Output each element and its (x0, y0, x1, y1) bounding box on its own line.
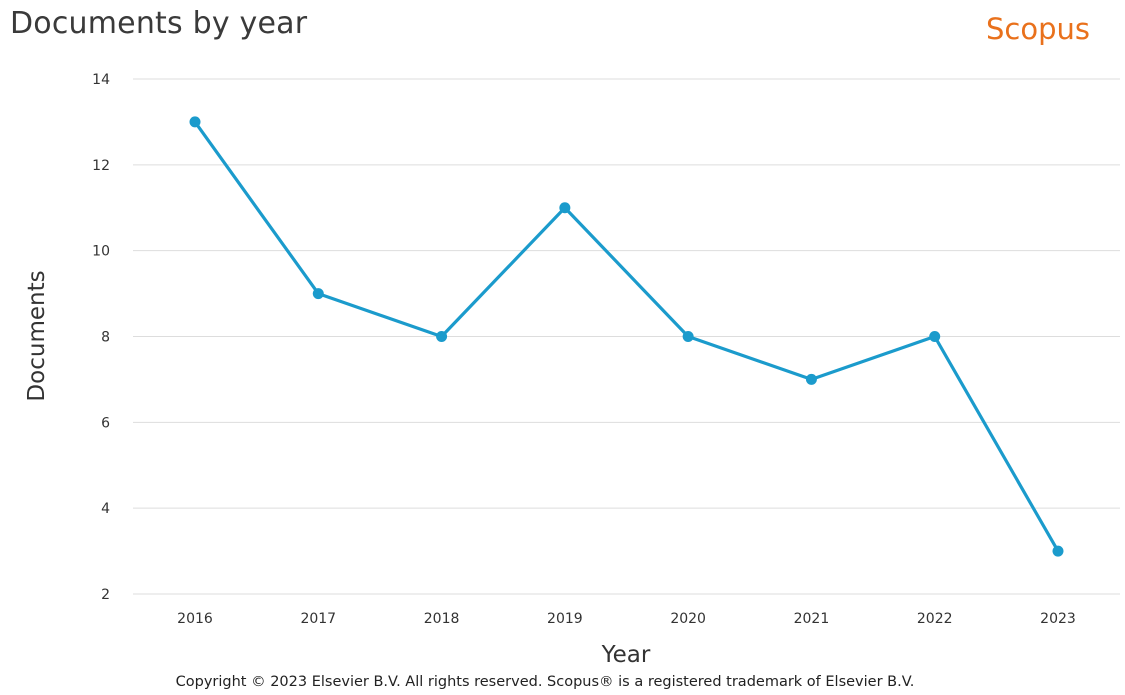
data-point[interactable] (436, 331, 448, 342)
x-axis-ticks: 2016 2017 2018 2019 2020 2021 2022 2023 (177, 611, 1076, 627)
y-tick-label: 2 (101, 587, 110, 603)
y-axis-label: Documents (24, 270, 50, 401)
data-point[interactable] (312, 288, 324, 300)
series-polyline (193, 120, 1060, 552)
x-tick-label: 2022 (917, 611, 953, 627)
x-tick-label: 2018 (424, 611, 460, 627)
y-tick-label: 12 (92, 158, 110, 174)
data-point[interactable] (805, 373, 817, 385)
data-point[interactable] (1052, 545, 1064, 557)
scopus-logo-text: Scopus (986, 12, 1090, 46)
y-tick-label: 6 (101, 415, 110, 431)
x-tick-label: 2021 (794, 611, 830, 627)
y-tick-label: 4 (101, 501, 110, 517)
x-tick-label: 2016 (177, 611, 213, 627)
x-tick-label: 2020 (670, 611, 706, 627)
y-tick-label: 14 (92, 72, 110, 88)
x-tick-label: 2017 (300, 611, 336, 627)
chart-title: Documents by year (10, 6, 308, 41)
data-point[interactable] (682, 331, 694, 342)
y-axis-ticks: 2 4 6 8 10 12 14 (92, 72, 110, 603)
data-point[interactable] (559, 202, 571, 214)
gridlines (133, 78, 1120, 595)
data-point[interactable] (189, 116, 201, 128)
series-line (189, 116, 1064, 557)
x-tick-label: 2019 (547, 611, 583, 627)
data-point[interactable] (929, 331, 941, 342)
copyright-footer: Copyright © 2023 Elsevier B.V. All right… (175, 674, 915, 690)
y-tick-label: 8 (101, 330, 110, 346)
x-axis-label: Year (601, 642, 651, 668)
x-tick-label: 2023 (1040, 611, 1076, 627)
y-tick-label: 10 (92, 244, 110, 260)
